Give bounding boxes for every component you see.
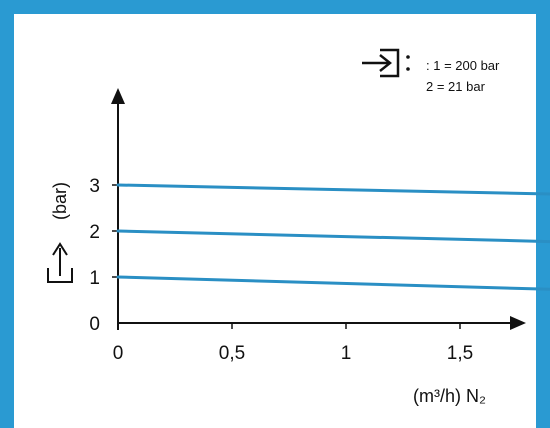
x-tick-label: 0 (113, 343, 124, 364)
x-axis-arrow (510, 316, 526, 330)
legend-entry-1: : 1 = 200 bar (426, 58, 500, 73)
x-axis-label: (m³/h) N₂ (413, 386, 486, 406)
legend-entry-2: 2 = 21 bar (426, 79, 486, 94)
series-line-1 (116, 275, 550, 291)
inlet-pressure-icon (362, 48, 410, 78)
series-line-1 (116, 183, 550, 196)
series-line-1 (116, 229, 550, 244)
y-tick-label: 1 (89, 268, 100, 289)
x-tick-label: 1 (341, 343, 352, 364)
x-tick-label: 0,5 (219, 343, 245, 364)
y-axis-label: (bar) (50, 182, 70, 220)
outlet-pressure-icon (47, 242, 73, 283)
y-tick-label: 2 (89, 222, 100, 243)
y-tick-label: 3 (89, 176, 100, 197)
x-tick-label: 1,5 (447, 343, 473, 364)
y-tick-label: 0 (89, 314, 100, 335)
y-axis-arrow (111, 88, 125, 104)
